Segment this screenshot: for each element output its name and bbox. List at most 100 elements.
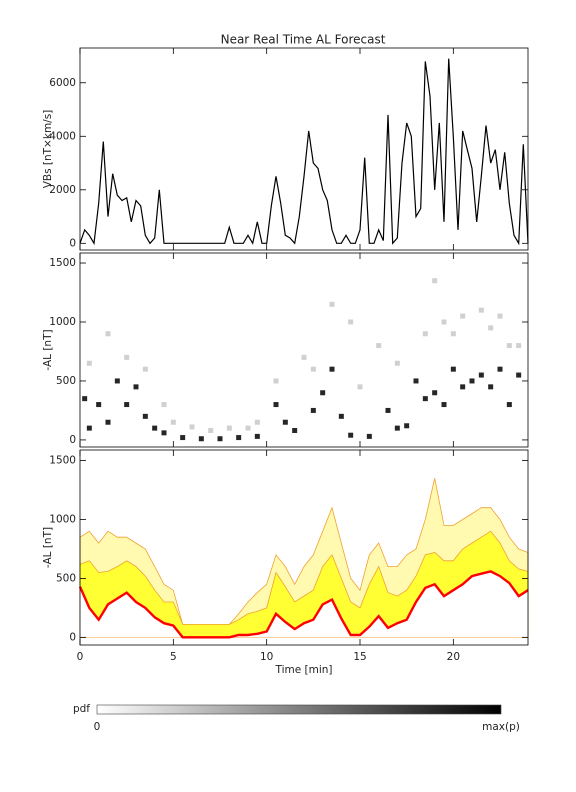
pdf-cell xyxy=(282,419,288,425)
y-axis-label: VBs [nT×km/s] xyxy=(42,110,54,189)
pdf-cell xyxy=(124,354,130,360)
pdf-cell xyxy=(488,384,494,390)
pdf-cell xyxy=(254,433,260,439)
pdf-cell xyxy=(208,427,214,433)
y-tick-label: 500 xyxy=(56,375,76,387)
pdf-cell xyxy=(432,390,438,396)
pdf-cell xyxy=(329,366,335,372)
y-tick-label: 1500 xyxy=(49,257,76,269)
pdf-cell xyxy=(338,413,344,419)
x-tick-label: 10 xyxy=(260,651,273,663)
pdf-cell xyxy=(506,343,512,349)
pdf-cell xyxy=(441,402,447,408)
pdf-cell xyxy=(320,390,326,396)
pdf-cell xyxy=(422,331,428,337)
pdf-cell xyxy=(394,425,400,431)
pdf-cell xyxy=(82,396,88,402)
x-axis-label: Time [min] xyxy=(274,664,332,676)
pdf-cell xyxy=(105,419,111,425)
pdf-cell xyxy=(170,419,176,425)
pdf-cell xyxy=(217,436,223,442)
y-axis-label: -AL [nT] xyxy=(42,329,54,370)
pdf-cell xyxy=(236,435,242,441)
x-tick-label: 5 xyxy=(170,651,177,663)
pdf-cell xyxy=(161,430,167,436)
pdf-cell xyxy=(413,378,419,384)
colorbar-min: 0 xyxy=(94,721,101,733)
pdf-cell xyxy=(394,360,400,366)
pdf-cell xyxy=(86,360,92,366)
y-tick-label: 2000 xyxy=(49,184,76,196)
pdf-cell xyxy=(254,419,260,425)
pdf-cell xyxy=(329,301,335,307)
y-tick-label: 1000 xyxy=(49,514,76,526)
pdf-cell xyxy=(124,402,130,408)
pdf-cell xyxy=(273,378,279,384)
pdf-cell xyxy=(478,372,484,378)
pdf-cell xyxy=(180,435,186,441)
pdf-cell xyxy=(105,331,111,337)
y-tick-label: 1500 xyxy=(49,455,76,467)
pdf-cell xyxy=(506,402,512,408)
pdf-cell xyxy=(478,307,484,313)
colorbar xyxy=(96,704,502,715)
pdf-cell xyxy=(450,331,456,337)
pdf-cell xyxy=(460,313,466,319)
pdf-cell xyxy=(376,343,382,349)
pdf-cell xyxy=(348,432,354,438)
pdf-cell xyxy=(226,425,232,431)
pdf-cell xyxy=(516,372,522,378)
plot-frame xyxy=(79,449,529,646)
pdf-cell xyxy=(357,384,363,390)
y-axis-label: -AL [nT] xyxy=(42,527,54,568)
pdf-cell xyxy=(432,278,438,284)
y-tick-label: 500 xyxy=(56,572,76,584)
pdf-cell xyxy=(404,423,410,429)
pdf-cell xyxy=(422,396,428,402)
y-tick-label: 4000 xyxy=(49,130,76,142)
pdf-cell xyxy=(441,319,447,325)
x-tick-label: 15 xyxy=(353,651,366,663)
y-tick-label: 0 xyxy=(69,434,76,446)
pdf-cell xyxy=(310,366,316,372)
x-tick-label: 0 xyxy=(77,651,84,663)
pdf-cell xyxy=(366,433,372,439)
y-tick-label: 1000 xyxy=(49,316,76,328)
pdf-cell xyxy=(469,378,475,384)
y-tick-label: 6000 xyxy=(49,77,76,89)
pdf-cell xyxy=(133,384,139,390)
pdf-cell xyxy=(152,425,158,431)
pdf-cell xyxy=(198,436,204,442)
pdf-cell xyxy=(497,366,503,372)
pdf-cell xyxy=(189,424,195,430)
pdf-cell xyxy=(142,366,148,372)
pdf-cell xyxy=(301,354,307,360)
pdf-cell xyxy=(460,384,466,390)
colorbar-label: pdf xyxy=(73,703,90,715)
under-median xyxy=(80,571,528,638)
pdf-cell xyxy=(497,313,503,319)
pdf-cell xyxy=(86,425,92,431)
pdf-cell xyxy=(348,319,354,325)
y-tick-label: 0 xyxy=(69,631,76,643)
pdf-cell xyxy=(310,407,316,413)
pdf-cell xyxy=(96,402,102,408)
pdf-cell xyxy=(516,343,522,349)
plot-frame xyxy=(79,252,529,448)
pdf-cell xyxy=(488,325,494,331)
x-tick-label: 20 xyxy=(447,651,460,663)
colorbar-max: max(p) xyxy=(482,721,520,733)
pdf-cell xyxy=(292,427,298,433)
chart-title: Near Real Time AL Forecast xyxy=(221,33,386,47)
pdf-cell xyxy=(245,425,251,431)
pdf-cell xyxy=(450,366,456,372)
pdf-cell xyxy=(114,378,120,384)
plot-frame xyxy=(79,47,529,251)
pdf-cell xyxy=(142,413,148,419)
median-line xyxy=(78,570,529,639)
y-tick-label: 0 xyxy=(69,237,76,249)
data-line xyxy=(79,58,529,246)
pdf-cell xyxy=(273,402,279,408)
pdf-cell xyxy=(161,402,167,408)
